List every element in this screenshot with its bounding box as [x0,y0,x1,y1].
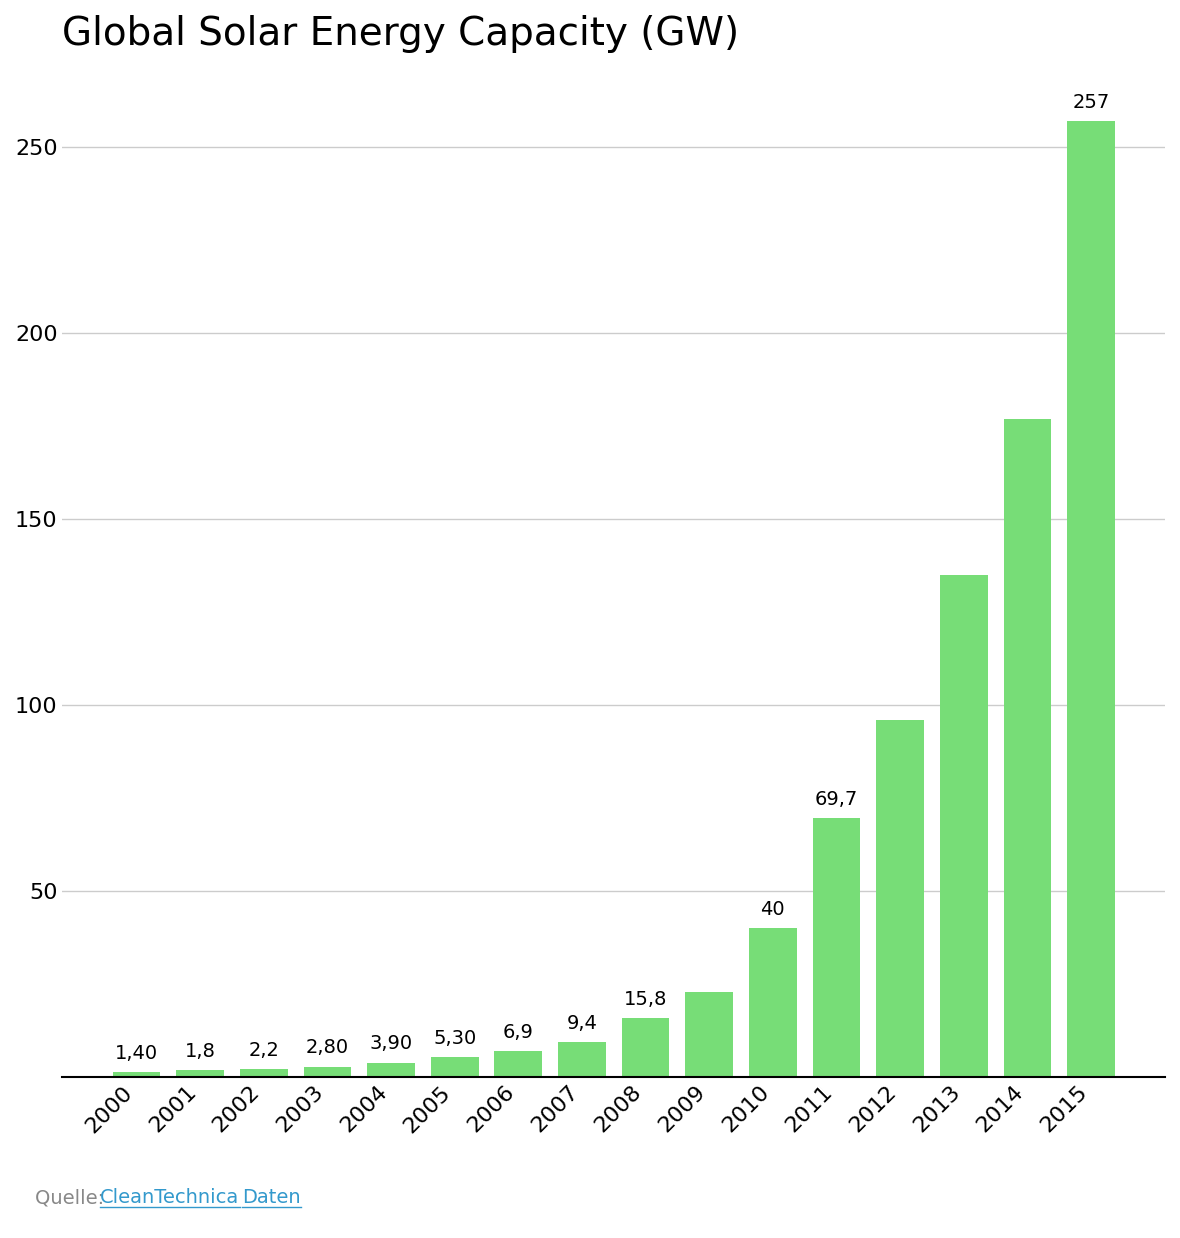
Bar [940,574,988,1077]
Text: 1,8: 1,8 [184,1042,216,1061]
Text: Global Solar Energy Capacity (GW): Global Solar Energy Capacity (GW) [63,15,740,53]
Bar [176,1071,224,1077]
Text: Daten: Daten [242,1188,301,1207]
Text: 9,4: 9,4 [566,1014,597,1032]
Bar [813,818,860,1077]
Bar [749,928,796,1077]
Text: 40: 40 [761,900,785,919]
Bar [622,1019,669,1077]
Text: Quelle:: Quelle: [35,1188,111,1207]
Text: 6,9: 6,9 [503,1023,533,1042]
Bar [367,1062,415,1077]
Text: 1,40: 1,40 [114,1044,158,1062]
Bar [686,992,733,1077]
Text: 2,2: 2,2 [248,1041,280,1060]
Text: CleanTechnica: CleanTechnica [100,1188,240,1207]
Bar [494,1051,542,1077]
Text: 69,7: 69,7 [815,790,858,808]
Text: 5,30: 5,30 [433,1029,477,1049]
Text: 15,8: 15,8 [624,990,667,1009]
Text: 257: 257 [1073,93,1109,111]
Bar [877,721,924,1077]
Bar [1003,418,1051,1077]
Bar [303,1067,352,1077]
Bar [558,1042,605,1077]
Bar [1067,121,1115,1077]
Bar [431,1057,479,1077]
Text: 3,90: 3,90 [369,1034,413,1054]
Bar [112,1072,160,1077]
Bar [240,1068,288,1077]
Text: 2,80: 2,80 [306,1039,349,1057]
